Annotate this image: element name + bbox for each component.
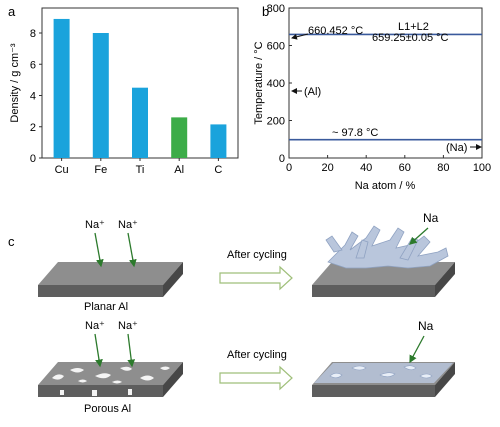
na-deposit-arrow-1 bbox=[409, 227, 429, 245]
porous-al-after-slab bbox=[312, 362, 455, 397]
porous-slab-side bbox=[163, 362, 183, 397]
na-ion-arrow-4 bbox=[127, 333, 136, 368]
y-axis-label-b: Temperature / °C bbox=[253, 41, 265, 124]
x-tick-label-b: 40 bbox=[360, 162, 372, 174]
na-ion-label-3: Na⁺ bbox=[85, 320, 105, 332]
y-tick-label-a: 6 bbox=[30, 59, 36, 71]
na-coating-layer bbox=[314, 363, 453, 383]
after-cycling-label-2: After cycling bbox=[227, 349, 287, 361]
x-tick-label-b: 0 bbox=[286, 162, 292, 174]
na-deposit-label-1: Na bbox=[423, 211, 439, 225]
pores bbox=[52, 366, 170, 396]
x-axis-label-b: Na atom / % bbox=[355, 180, 416, 192]
na-ion-arrow-2 bbox=[127, 232, 137, 268]
y-tick-label-b: 200 bbox=[267, 116, 285, 128]
melting-point-arrow bbox=[291, 33, 309, 40]
planar-al-after-slab bbox=[312, 262, 455, 297]
after-cycling-label-1: After cycling bbox=[227, 249, 287, 261]
y-tick-label-b: 800 bbox=[267, 3, 285, 15]
x-tick-label-b: 60 bbox=[399, 162, 411, 174]
porous-slab-front bbox=[38, 385, 163, 397]
annotation-l1l2: L1+L2 bbox=[398, 21, 429, 33]
x-tick-label-b: 80 bbox=[437, 162, 449, 174]
y-tick-label-b: 400 bbox=[267, 78, 285, 90]
planar-slab-front bbox=[38, 285, 163, 297]
after-cycling-arrow-2 bbox=[219, 365, 293, 391]
y-tick-label-a: 4 bbox=[30, 91, 36, 103]
y-tick-label-a: 0 bbox=[30, 153, 36, 165]
annotation-na-phase: (Na) bbox=[446, 142, 467, 154]
x-tick-label-a: Ti bbox=[136, 164, 145, 176]
annotation-al-melting: 660.452 °C bbox=[308, 25, 363, 37]
bar-cu bbox=[53, 18, 70, 158]
na-ion-arrow-1 bbox=[94, 232, 104, 268]
planar-al-label: Planar Al bbox=[84, 301, 128, 313]
x-tick-label-a: Al bbox=[174, 164, 184, 176]
y-tick-label-a: 8 bbox=[30, 28, 36, 40]
density-bar-chart: 0 2 4 6 8 Cu Fe Ti Al C Density / g cm⁻³ bbox=[9, 7, 239, 176]
bar-ti bbox=[132, 87, 148, 158]
na-ion-arrow-3 bbox=[94, 333, 103, 368]
porous-slab-top bbox=[38, 362, 183, 385]
x-tick-label-a: C bbox=[214, 164, 222, 176]
x-tick-label-b: 100 bbox=[473, 162, 491, 174]
panel-label-c: c bbox=[8, 234, 15, 249]
na-deposit-arrow-2 bbox=[409, 335, 425, 364]
porous-al-slab bbox=[38, 362, 183, 397]
annotation-al-phase: (Al) bbox=[304, 86, 321, 98]
na-dendrites bbox=[325, 225, 449, 269]
bar-c bbox=[210, 124, 227, 158]
y-tick-label-a: 2 bbox=[30, 122, 36, 134]
annotation-monotectic: 659.25±0.05 °C bbox=[372, 32, 449, 44]
na-ion-label-2: Na⁺ bbox=[118, 219, 138, 231]
after-cycling-arrow-1 bbox=[219, 265, 293, 291]
porous-al-label: Porous Al bbox=[84, 403, 131, 415]
na-ion-label-4: Na⁺ bbox=[118, 320, 138, 332]
annotation-na-melting: ~ 97.8 °C bbox=[332, 127, 378, 139]
bar-al bbox=[171, 117, 188, 158]
y-tick-label-b: 600 bbox=[267, 41, 285, 53]
panel-label-b: b bbox=[262, 4, 269, 19]
bar-fe bbox=[92, 33, 109, 158]
y-tick-label-b: 0 bbox=[279, 153, 285, 165]
x-tick-label-b: 20 bbox=[321, 162, 333, 174]
planar-al-slab bbox=[38, 262, 183, 297]
y-axis-label-a: Density / g cm⁻³ bbox=[9, 43, 21, 122]
na-ion-label-1: Na⁺ bbox=[85, 219, 105, 231]
planar-slab-top bbox=[38, 262, 183, 285]
al-na-phase-diagram: 0 200 400 600 800 0 20 40 60 80 100 Temperature /… bbox=[253, 3, 491, 192]
x-tick-label-a: Cu bbox=[55, 164, 69, 176]
na-deposit-label-2: Na bbox=[418, 319, 434, 333]
planar-slab-side bbox=[163, 262, 183, 297]
panel-label-a: a bbox=[8, 4, 16, 19]
x-tick-label-a: Fe bbox=[94, 164, 107, 176]
